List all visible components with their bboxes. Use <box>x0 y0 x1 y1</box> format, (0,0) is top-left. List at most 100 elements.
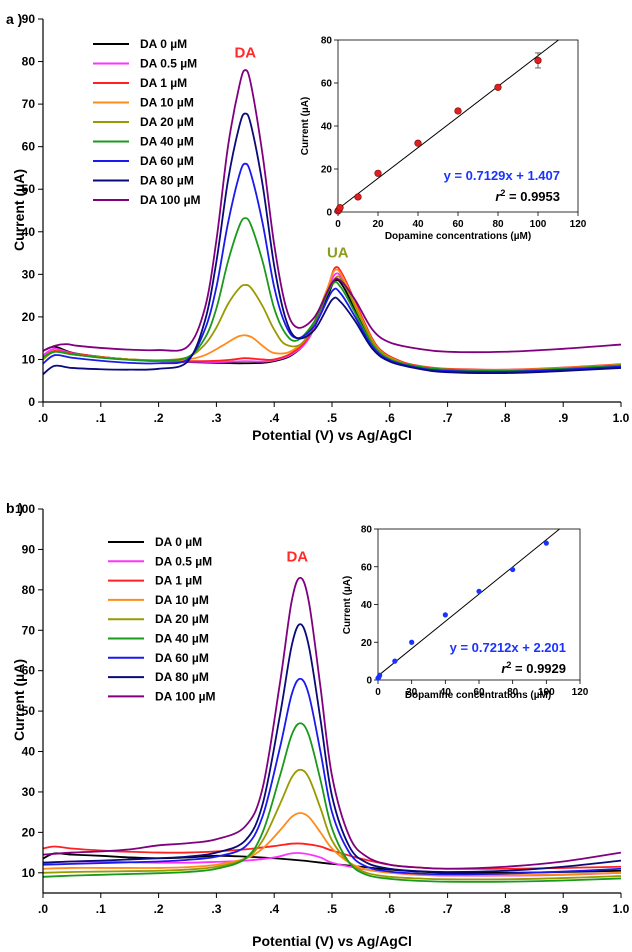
inset-data-point <box>454 107 462 115</box>
inset-fit-equation: y = 0.7212x + 2.201 <box>450 640 566 655</box>
inset-r-squared: r2 = 0.9953 <box>495 188 560 204</box>
y-tick-label: 0 <box>28 395 35 409</box>
y-tick-label: 100 <box>15 502 35 516</box>
inset-calibration-plot: 0 20 40 60 80 100 120 0 20 40 60 80 y = 0.7212x + 2.… <box>342 525 589 702</box>
y-tick-label: 30 <box>22 267 36 281</box>
inset-y-tick-label: 20 <box>361 638 373 649</box>
x-tick-label: .1 <box>96 902 106 916</box>
legend-label: DA 100 µM <box>155 689 216 703</box>
inset-data-point <box>392 658 398 664</box>
x-tick-label: .5 <box>327 411 337 425</box>
inset-y-tick-label: 60 <box>361 562 373 573</box>
y-tick-label: 80 <box>22 55 36 69</box>
x-tick-label: .0 <box>38 411 48 425</box>
panel-label: b ) <box>6 500 23 516</box>
inset-x-tick-label: 120 <box>570 219 587 230</box>
legend-label: DA 40 µM <box>155 632 209 646</box>
y-tick-label: 30 <box>22 785 36 799</box>
inset-y-tick-label: 40 <box>361 600 373 611</box>
x-tick-label: .2 <box>154 902 164 916</box>
x-tick-label: .3 <box>211 902 221 916</box>
legend-label: DA 1 µM <box>155 574 202 588</box>
inset-y-tick-label: 40 <box>321 122 333 133</box>
x-axis-label: Potential (V) vs Ag/AgCl <box>252 933 412 949</box>
inset-x-tick-label: 0 <box>375 687 381 698</box>
x-tick-label: .4 <box>269 411 279 425</box>
inset-x-tick-label: 120 <box>572 687 589 698</box>
r-squared-symbol: r <box>501 661 507 676</box>
y-tick-label: 70 <box>22 97 36 111</box>
x-tick-label: .8 <box>500 411 510 425</box>
inset-x-tick-label: 20 <box>406 687 418 698</box>
legend-label: DA 20 µM <box>155 612 209 626</box>
inset-frame <box>377 528 581 681</box>
inset-data-point <box>543 540 549 546</box>
inset-y-tick-label: 80 <box>361 525 373 536</box>
inset-x-axis-label: Dopamine concentrations (µM) <box>385 231 531 242</box>
inset-x-tick-label: 60 <box>452 219 464 230</box>
legend-label: DA 0.5 µM <box>140 57 197 71</box>
inset-fit-equation: y = 0.7129x + 1.407 <box>444 168 560 183</box>
series-line-da-20-m <box>42 768 622 881</box>
x-tick-label: .9 <box>558 902 568 916</box>
legend-label: DA 80 µM <box>155 670 209 684</box>
x-tick-label: .6 <box>385 902 395 916</box>
series-line-da-100-m <box>42 576 622 870</box>
y-tick-label: 60 <box>22 140 36 154</box>
series-line-da-60-m <box>42 677 622 876</box>
inset-data-point <box>494 83 502 91</box>
panel-label: a ) <box>6 11 22 27</box>
x-tick-label: .8 <box>500 902 510 916</box>
y-tick-label: 60 <box>22 664 36 678</box>
r-squared-value: = 0.9953 <box>505 189 560 204</box>
series-line-da-10-m <box>42 812 622 877</box>
y-tick-label: 70 <box>22 623 36 637</box>
inset-y-axis-label: Current (µA) <box>342 576 353 635</box>
legend-label: DA 40 µM <box>140 135 194 149</box>
inset-calibration-plot: 0 20 40 60 80 100 120 0 20 40 60 80 y = 0.7129x + 1.… <box>300 36 587 243</box>
inset-x-axis-label: Dopamine concentrations (µM) <box>405 690 551 701</box>
inset-y-tick-label: 20 <box>321 165 333 176</box>
r-squared-superscript: 2 <box>506 660 511 670</box>
inset-y-tick-label: 0 <box>326 208 332 219</box>
x-tick-label: .4 <box>269 902 279 916</box>
inset-data-point <box>354 193 362 201</box>
series-line-da-80-m <box>42 112 622 376</box>
y-tick-label: 90 <box>22 542 36 556</box>
inset-x-tick-label: 80 <box>507 687 519 698</box>
series-line-da-0-5-m <box>42 272 622 372</box>
x-tick-label: .2 <box>154 411 164 425</box>
inset-x-tick-label: 80 <box>492 219 504 230</box>
series-line-da-60-m <box>42 162 622 373</box>
inset-data-point <box>377 672 383 678</box>
inset-x-tick-label: 100 <box>530 219 547 230</box>
series-line-da-40-m <box>42 217 622 372</box>
r-squared-value: = 0.9929 <box>511 661 566 676</box>
legend-label: DA 60 µM <box>140 154 194 168</box>
legend-label: DA 0 µM <box>140 37 187 51</box>
inset-x-tick-label: 100 <box>538 687 555 698</box>
legend-label: DA 100 µM <box>140 193 201 207</box>
x-tick-label: .1 <box>96 411 106 425</box>
inset-y-tick-label: 0 <box>366 676 372 687</box>
inset-data-point <box>409 639 415 645</box>
inset-data-point <box>442 612 448 618</box>
y-axis-label: Current (µA) <box>11 169 27 251</box>
series-line-da-40-m <box>42 722 622 883</box>
x-axis-label: Potential (V) vs Ag/AgCl <box>252 427 412 443</box>
x-tick-label: 1.0 <box>613 411 630 425</box>
legend-label: DA 1 µM <box>140 76 187 90</box>
peak-annotation-ua: UA <box>327 244 349 261</box>
x-tick-label: 1.0 <box>613 902 630 916</box>
peak-annotation-da: DA <box>286 549 308 566</box>
y-tick-label: 80 <box>22 583 36 597</box>
series-line-da-100-m <box>42 69 622 354</box>
inset-data-point <box>336 204 344 212</box>
series-line-da-80-m <box>42 623 622 873</box>
inset-data-point <box>510 566 516 573</box>
legend-label: DA 60 µM <box>155 651 209 665</box>
y-tick-label: 40 <box>22 225 36 239</box>
inset-x-tick-label: 40 <box>440 687 452 698</box>
legend-label: DA 10 µM <box>155 593 209 607</box>
